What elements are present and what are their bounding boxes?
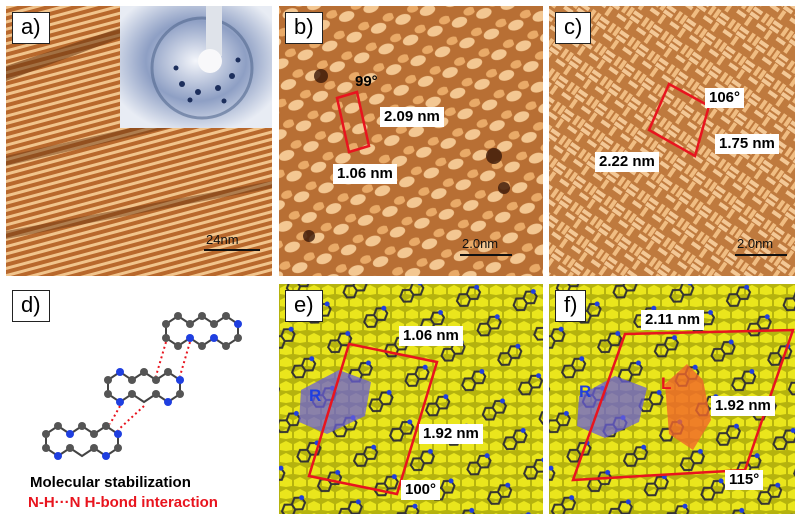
panel-c-length-1: 2.22 nm	[595, 152, 659, 172]
panel-c: c) 106° 2.22 nm 1.75 nm 2.0nm	[549, 6, 795, 276]
panel-d-caption-stabilization: Molecular stabilization	[30, 474, 191, 491]
panel-e: e) R 1.06 nm 1.92 nm 100°	[279, 284, 543, 514]
panel-b-scale-text: 2.0nm	[462, 236, 499, 251]
panel-e-angle: 100°	[401, 480, 441, 500]
panel-d-molecule-diagram	[42, 312, 242, 460]
panel-c-length-2: 1.75 nm	[715, 134, 779, 154]
panel-f: f) R L 2.11 nm 1.92 nm 115°	[549, 284, 795, 514]
panel-b-angle: 99°	[355, 73, 378, 90]
panel-b-unit-cell	[335, 90, 371, 154]
panel-d-label: d)	[12, 290, 50, 322]
panel-f-length-2: 1.92 nm	[711, 396, 775, 416]
panel-f-mol-l: L	[661, 374, 672, 393]
panel-f-length-1: 2.11 nm	[641, 310, 705, 330]
panel-b-label: b)	[285, 12, 323, 44]
panel-a-scale-bar	[204, 249, 260, 251]
panel-a-stm-image	[6, 6, 272, 276]
panel-e-length-1: 1.06 nm	[399, 326, 463, 346]
panel-f-label: f)	[555, 290, 587, 322]
panel-f-angle: 115°	[725, 470, 764, 490]
panel-e-length-2: 1.92 nm	[419, 424, 483, 444]
panel-a: a) 24nm	[6, 6, 272, 276]
panel-b-length-1: 2.09 nm	[380, 107, 444, 127]
panel-c-label: c)	[555, 12, 592, 44]
panel-c-scale-bar	[735, 254, 787, 256]
panel-b-scale-bar	[460, 254, 512, 256]
panel-e-model-image	[279, 284, 543, 514]
panel-b-stm-image	[279, 6, 543, 276]
panel-f-mol-r: R	[579, 382, 592, 401]
panel-a-scale-text: 24nm	[206, 232, 239, 247]
panel-e-unit-cell	[307, 342, 439, 496]
panel-d-caption-hbond: N-H···N H-bond interaction	[28, 494, 218, 511]
panel-a-label: a)	[12, 12, 50, 44]
panel-d: d) Molecular stabilization N-H···N H-bon…	[6, 284, 272, 514]
panel-b-length-2: 1.06 nm	[333, 164, 397, 184]
panel-e-mol-r: R	[309, 386, 322, 405]
panel-c-angle: 106°	[705, 88, 745, 108]
panel-c-unit-cell	[647, 82, 711, 158]
panel-e-label: e)	[285, 290, 323, 322]
panel-c-scale-text: 2.0nm	[737, 236, 774, 251]
panel-b: b) 99° 2.09 nm 1.06 nm 2.0nm	[279, 6, 543, 276]
